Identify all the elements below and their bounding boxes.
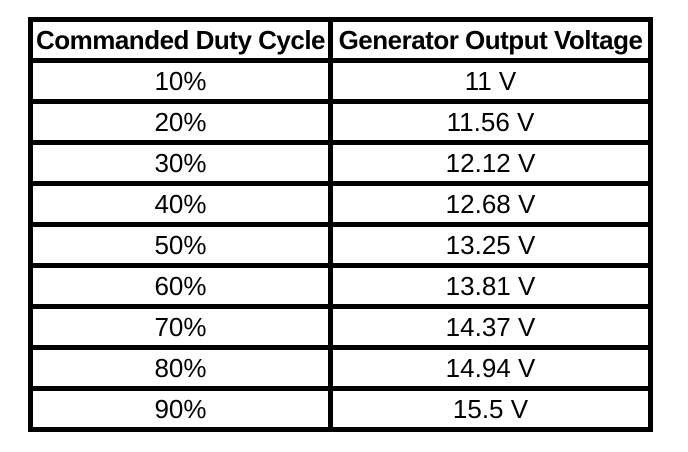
table-row: 60% 13.81 V xyxy=(28,263,653,309)
table-header-row: Commanded Duty Cycle Generator Output Vo… xyxy=(28,17,653,63)
duty-cycle-cell: 20% xyxy=(28,99,333,145)
duty-cycle-cell: 40% xyxy=(28,181,333,227)
voltage-cell: 12.12 V xyxy=(328,140,653,186)
table-row: 30% 12.12 V xyxy=(28,140,653,186)
duty-cycle-cell: 70% xyxy=(28,304,333,350)
table-row: 10% 11 V xyxy=(28,58,653,104)
table-row: 90% 15.5 V xyxy=(28,386,653,432)
voltage-cell: 14.94 V xyxy=(328,345,653,391)
table-row: 70% 14.37 V xyxy=(28,304,653,350)
voltage-cell: 13.25 V xyxy=(328,222,653,268)
voltage-cell: 12.68 V xyxy=(328,181,653,227)
voltage-cell: 13.81 V xyxy=(328,263,653,309)
duty-cycle-cell: 30% xyxy=(28,140,333,186)
table-row: 50% 13.25 V xyxy=(28,222,653,268)
table-row: 20% 11.56 V xyxy=(28,99,653,145)
voltage-cell: 11 V xyxy=(328,58,653,104)
voltage-cell: 11.56 V xyxy=(328,99,653,145)
voltage-cell: 14.37 V xyxy=(328,304,653,350)
duty-cycle-cell: 90% xyxy=(28,386,333,432)
voltage-cell: 15.5 V xyxy=(328,386,653,432)
table-row: 80% 14.94 V xyxy=(28,345,653,391)
table-row: 40% 12.68 V xyxy=(28,181,653,227)
table-body: 10% 11 V 20% 11.56 V 30% 12.12 V 40% 12.68 V 50%… xyxy=(28,58,653,432)
duty-cycle-cell: 60% xyxy=(28,263,333,309)
duty-cycle-cell: 80% xyxy=(28,345,333,391)
duty-cycle-cell: 50% xyxy=(28,222,333,268)
column-header-output-voltage: Generator Output Voltage xyxy=(328,17,653,63)
column-header-duty-cycle: Commanded Duty Cycle xyxy=(28,17,333,63)
duty-cycle-cell: 10% xyxy=(28,58,333,104)
duty-cycle-voltage-table: Commanded Duty Cycle Generator Output Vo… xyxy=(28,17,653,432)
